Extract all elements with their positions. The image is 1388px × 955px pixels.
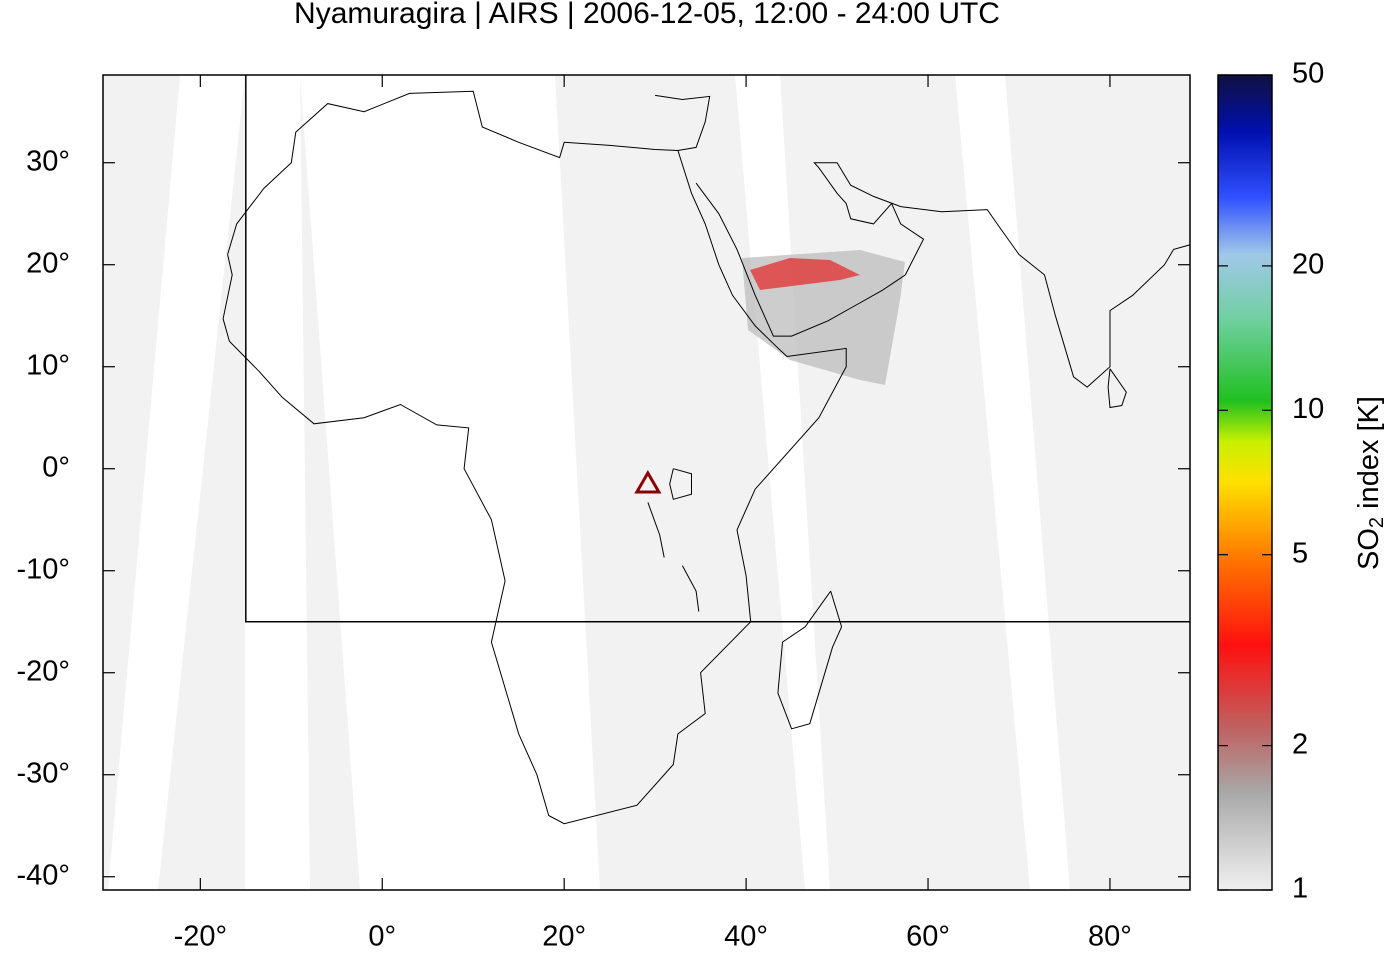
coastline bbox=[655, 94, 711, 151]
colorbar-tick-label: 50 bbox=[1292, 58, 1324, 90]
map-title: Nyamuragira | AIRS | 2006-12-05, 12:00 -… bbox=[294, 0, 1000, 30]
colorbar-tick-label: 10 bbox=[1292, 393, 1324, 425]
y-tick-label: 20° bbox=[26, 247, 70, 279]
colorbar-tick-label: 5 bbox=[1292, 537, 1308, 569]
y-tick-label: -20° bbox=[16, 655, 70, 687]
colorbar-label: SO2 index [K] bbox=[1353, 396, 1388, 570]
colorbar bbox=[1217, 74, 1273, 891]
x-tick-label: 20° bbox=[542, 921, 586, 950]
y-tick-label: 30° bbox=[26, 145, 70, 177]
swath-gap bbox=[108, 75, 245, 890]
coastlines bbox=[222, 90, 1190, 825]
coastline bbox=[222, 90, 847, 825]
colorbar-tick-label: 1 bbox=[1292, 873, 1308, 905]
colorbar-label-part: index [K] bbox=[1353, 396, 1385, 517]
x-tick-label: 0° bbox=[368, 921, 396, 950]
y-tick-label: -30° bbox=[16, 757, 70, 789]
y-tick-label: -40° bbox=[16, 859, 70, 891]
colorbar-tick-label: 20 bbox=[1292, 249, 1324, 281]
region-box bbox=[245, 75, 1190, 623]
colorbar-label-part: SO bbox=[1353, 528, 1385, 570]
y-tick-label: -10° bbox=[16, 553, 70, 585]
coastline bbox=[1107, 368, 1127, 409]
coastline bbox=[647, 502, 665, 558]
swath-strip bbox=[555, 75, 735, 160]
coastline bbox=[695, 162, 1190, 388]
plot-area bbox=[103, 75, 1190, 890]
plot-frame bbox=[102, 74, 1191, 891]
x-tick-label: 40° bbox=[724, 921, 768, 950]
x-tick-label: 80° bbox=[1088, 921, 1132, 950]
x-tick-label: 60° bbox=[906, 921, 950, 950]
swath-gap bbox=[245, 75, 310, 890]
volcano-marker bbox=[634, 470, 662, 494]
colorbar-tick-label: 2 bbox=[1292, 728, 1308, 760]
swath-gap bbox=[300, 75, 600, 890]
y-tick-label: 10° bbox=[26, 349, 70, 381]
swath-gap bbox=[955, 75, 1070, 890]
coastline bbox=[669, 468, 692, 500]
coastline bbox=[681, 565, 700, 612]
colorbar-label-sub: 2 bbox=[1366, 517, 1388, 528]
so2-plume-high bbox=[750, 258, 860, 290]
coastline bbox=[777, 590, 843, 730]
x-tick-label: -20° bbox=[174, 921, 228, 950]
y-tick-label: 0° bbox=[42, 451, 70, 483]
